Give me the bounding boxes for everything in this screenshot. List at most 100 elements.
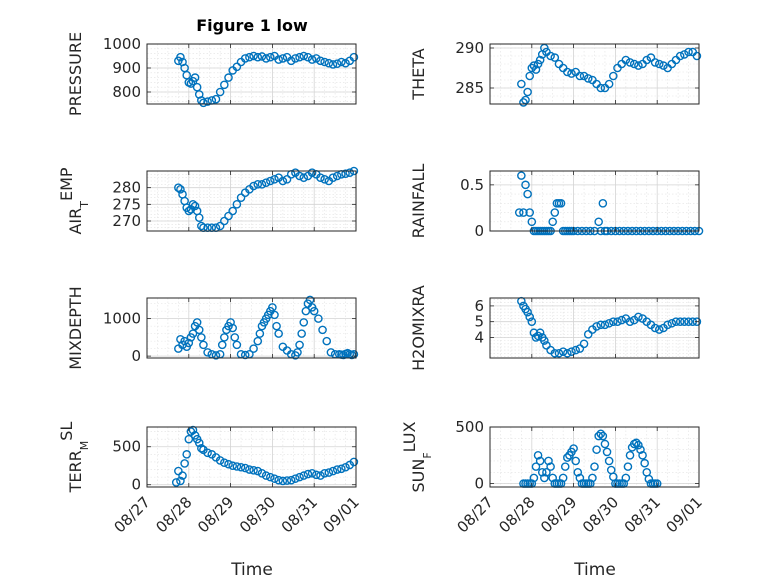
data-point [286,56,296,66]
data-point [621,55,631,65]
data-point [299,471,309,480]
data-point [240,54,250,63]
data-point [525,71,535,81]
data-point [188,200,198,209]
x-tick-label: 08/27 [454,493,497,536]
data-point [301,306,311,316]
data-point [188,329,198,338]
data-point [629,59,639,69]
y-tick-label: 0 [131,476,141,494]
data-point [245,465,254,474]
data-point [533,451,543,460]
data-point [663,320,672,330]
data-point [176,52,185,62]
data-point [257,52,267,61]
data-point [194,213,204,222]
data-point [531,333,541,342]
data-point [680,50,689,59]
data-point [295,340,304,350]
data-point [240,463,250,473]
data-point [546,51,555,61]
data-point [588,473,597,483]
x-tick-label: 08/31 [278,493,321,536]
data-point [575,71,585,81]
data-point [197,443,206,453]
data-point [523,307,532,317]
data-point [692,51,702,61]
data-point [286,475,296,485]
data-point [540,473,549,483]
data-point [176,476,185,486]
data-point [249,51,258,61]
data-point [638,451,647,460]
data-series [517,43,702,107]
data-point [650,58,660,67]
data-point [558,347,568,356]
axes-box [146,43,357,105]
data-point [220,458,229,467]
data-point [311,54,321,63]
data-point [220,80,229,90]
data-point [307,55,317,64]
data-point [261,471,271,480]
y-tick-label: 0 [474,475,484,493]
data-point [567,69,576,78]
y-tick-label: 290 [455,39,484,57]
data-point [556,199,566,208]
data-point [575,344,585,353]
data-point [224,211,233,221]
data-point [535,456,545,466]
data-point [523,87,532,97]
data-point [174,183,183,192]
data-point [305,295,315,305]
data-point [535,328,545,338]
data-point [253,52,263,62]
data-point [316,173,325,182]
data-point [278,54,288,63]
data-point [692,317,702,326]
y-tick-label: 800 [112,83,141,101]
y-tick-label: 500 [455,418,484,436]
data-point [548,217,558,227]
subplot-theta: 285 290 THETA [409,39,702,107]
data-point [623,462,633,471]
x-tick-label: 08/28 [495,493,538,536]
y-tick-label: 5 [474,313,484,331]
x-tick-label: 08/31 [621,493,664,536]
data-point [684,317,693,326]
data-point [535,55,545,65]
data-point [609,317,618,326]
data-point [236,462,246,472]
data-point [514,208,524,217]
data-point [295,52,304,62]
data-point [291,474,300,483]
data-point [675,317,685,326]
data-point [215,456,225,465]
data-point [563,348,572,358]
data-point [176,185,185,194]
data-point [523,189,532,199]
data-point [307,168,317,177]
data-point [203,448,212,458]
axes-box [489,43,700,105]
data-point [617,315,626,325]
data-point [671,317,681,326]
data-point [203,97,212,106]
data-point [274,475,283,485]
data-point [529,473,539,483]
data-point [184,434,194,444]
data-point [190,73,200,82]
data-point [604,456,614,466]
data-point [309,306,319,316]
x-tick-label: 09/01 [320,493,363,536]
data-point [592,322,601,331]
data-point [299,173,309,182]
y-axis-label: H2OMIXRA [409,285,428,371]
data-series [174,295,359,360]
y-tick-label: 1000 [103,310,141,328]
data-point [567,347,576,356]
subplot-h2omixra: 456 H2OMIXRA [409,285,702,371]
x-tick-label: 08/30 [579,493,622,536]
